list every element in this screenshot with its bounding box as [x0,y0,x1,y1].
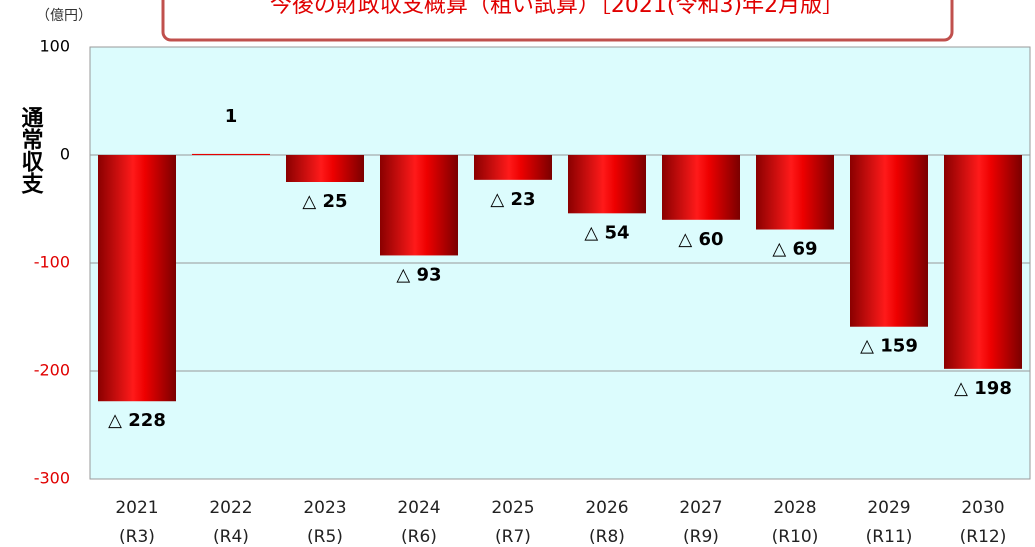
y-tick-label: -300 [34,469,70,488]
x-tick-label: 2022 [209,498,252,518]
bar [756,155,834,230]
x-tick-label: 2023 [303,498,346,518]
value-label: △ 69 [772,239,817,260]
bar [380,155,458,256]
x-tick-sublabel: (R12) [960,527,1007,547]
bar [474,155,552,180]
value-label: △ 93 [396,264,441,285]
x-tick-sublabel: (R9) [683,527,719,547]
x-tick-sublabel: (R5) [307,527,343,547]
y-tick-label: -100 [34,253,70,272]
x-tick-label: 2027 [679,498,722,518]
value-label: △ 159 [860,336,918,357]
bar [286,155,364,182]
value-label: △ 228 [108,410,166,431]
x-tick-label: 2026 [585,498,628,518]
value-label: △ 54 [584,222,629,243]
unit-label: （億円） [36,8,92,24]
x-tick-sublabel: (R11) [866,527,913,547]
value-label: △ 60 [678,229,723,250]
x-tick-label: 2024 [397,498,440,518]
x-tick-sublabel: (R3) [119,527,155,547]
x-tick-sublabel: (R7) [495,527,531,547]
y-tick-label: 0 [60,145,70,164]
bar [98,155,176,402]
x-tick-label: 2021 [115,498,158,518]
value-label: 1 [225,106,238,127]
chart-title: 今後の財政収支概算（粗い試算）［2021(令和3)年2月版］ [270,0,844,18]
y-tick-label: -200 [34,361,70,380]
x-tick-label: 2029 [867,498,910,518]
bar [662,155,740,220]
x-tick-sublabel: (R10) [772,527,819,547]
x-tick-label: 2025 [491,498,534,518]
y-axis-label: 通常収支 [18,106,44,195]
value-label: △ 25 [302,191,347,212]
title-box [161,0,954,42]
value-label: △ 198 [954,378,1012,399]
x-tick-label: 2028 [773,498,816,518]
x-tick-label: 2030 [961,498,1004,518]
bar [944,155,1022,369]
bar [850,155,928,327]
value-label: △ 23 [490,189,535,210]
x-tick-sublabel: (R6) [401,527,437,547]
bar [192,153,270,155]
x-tick-sublabel: (R8) [589,527,625,547]
bar [568,155,646,214]
y-tick-label: 100 [39,37,70,56]
x-tick-sublabel: (R4) [213,527,249,547]
